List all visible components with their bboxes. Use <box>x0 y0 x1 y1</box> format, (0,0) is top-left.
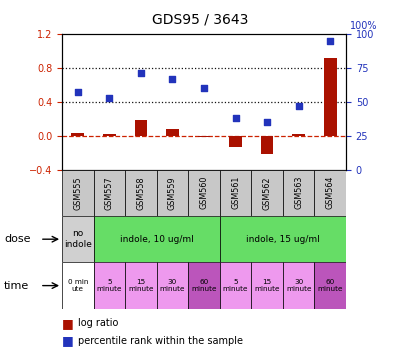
Text: 30
minute: 30 minute <box>160 279 185 292</box>
Text: 30
minute: 30 minute <box>286 279 312 292</box>
Bar <box>283 170 314 216</box>
Point <box>169 76 176 81</box>
Point <box>74 89 81 95</box>
Text: 5
minute: 5 minute <box>223 279 248 292</box>
Bar <box>198 136 210 137</box>
Bar <box>188 170 220 216</box>
Bar <box>220 216 346 262</box>
Bar <box>94 262 125 309</box>
Text: 0 min
ute: 0 min ute <box>68 279 88 292</box>
Bar <box>103 134 116 136</box>
Text: GSM555: GSM555 <box>73 176 82 210</box>
Bar <box>134 120 147 136</box>
Text: indole, 15 ug/ml: indole, 15 ug/ml <box>246 235 320 244</box>
Text: 5
minute: 5 minute <box>96 279 122 292</box>
Text: time: time <box>4 281 29 291</box>
Text: GSM561: GSM561 <box>231 176 240 210</box>
Bar <box>261 136 274 154</box>
Bar <box>229 136 242 147</box>
Point <box>106 95 112 101</box>
Bar <box>94 216 220 262</box>
Point <box>327 38 334 44</box>
Text: GSM560: GSM560 <box>200 176 208 210</box>
Bar <box>125 170 157 216</box>
Bar <box>94 170 125 216</box>
Text: log ratio: log ratio <box>78 318 118 328</box>
Text: 60
minute: 60 minute <box>318 279 343 292</box>
Text: 15
minute: 15 minute <box>254 279 280 292</box>
Text: ■: ■ <box>62 335 74 347</box>
Text: GSM564: GSM564 <box>326 176 335 210</box>
Bar <box>62 262 94 309</box>
Bar <box>125 262 157 309</box>
Text: GDS95 / 3643: GDS95 / 3643 <box>152 12 248 26</box>
Text: GSM559: GSM559 <box>168 176 177 210</box>
Point <box>201 85 207 91</box>
Bar <box>283 262 314 309</box>
Bar <box>157 262 188 309</box>
Bar <box>72 133 84 136</box>
Bar <box>220 262 251 309</box>
Text: percentile rank within the sample: percentile rank within the sample <box>78 336 243 346</box>
Text: ■: ■ <box>62 317 74 330</box>
Text: 15
minute: 15 minute <box>128 279 154 292</box>
Bar <box>251 170 283 216</box>
Point <box>232 115 239 121</box>
Bar <box>292 134 305 136</box>
Bar <box>314 262 346 309</box>
Bar <box>220 170 251 216</box>
Bar <box>157 170 188 216</box>
Point <box>264 119 270 125</box>
Text: no
indole: no indole <box>64 230 92 249</box>
Bar <box>62 216 94 262</box>
Point <box>296 103 302 109</box>
Bar <box>62 170 94 216</box>
Text: GSM563: GSM563 <box>294 176 303 210</box>
Text: 100%: 100% <box>350 21 378 31</box>
Text: GSM562: GSM562 <box>263 176 272 210</box>
Text: indole, 10 ug/ml: indole, 10 ug/ml <box>120 235 194 244</box>
Bar <box>251 262 283 309</box>
Bar <box>166 129 179 136</box>
Point <box>138 70 144 76</box>
Text: GSM557: GSM557 <box>105 176 114 210</box>
Bar <box>188 262 220 309</box>
Bar <box>324 57 336 136</box>
Text: GSM558: GSM558 <box>136 176 145 210</box>
Text: dose: dose <box>4 234 30 244</box>
Text: 60
minute: 60 minute <box>191 279 217 292</box>
Bar <box>314 170 346 216</box>
